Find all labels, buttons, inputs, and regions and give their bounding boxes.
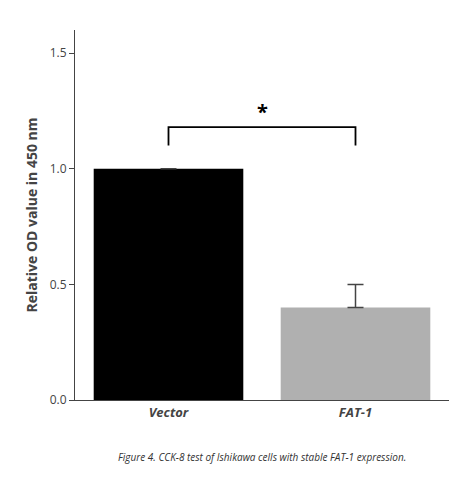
svg-text:1.0: 1.0 <box>50 160 67 177</box>
svg-text:Figure 4. CCK-8 test of Ishika: Figure 4. CCK-8 test of Ishikawa cells w… <box>118 450 406 464</box>
svg-text:0.5: 0.5 <box>50 276 67 293</box>
svg-text:Relative OD value in 450 nm: Relative OD value in 450 nm <box>22 117 41 312</box>
svg-text:FAT-1: FAT-1 <box>339 403 372 421</box>
svg-text:1.5: 1.5 <box>50 44 67 61</box>
svg-text:0.0: 0.0 <box>50 391 67 408</box>
svg-text:*: * <box>257 98 268 125</box>
svg-text:Vector: Vector <box>149 403 189 421</box>
